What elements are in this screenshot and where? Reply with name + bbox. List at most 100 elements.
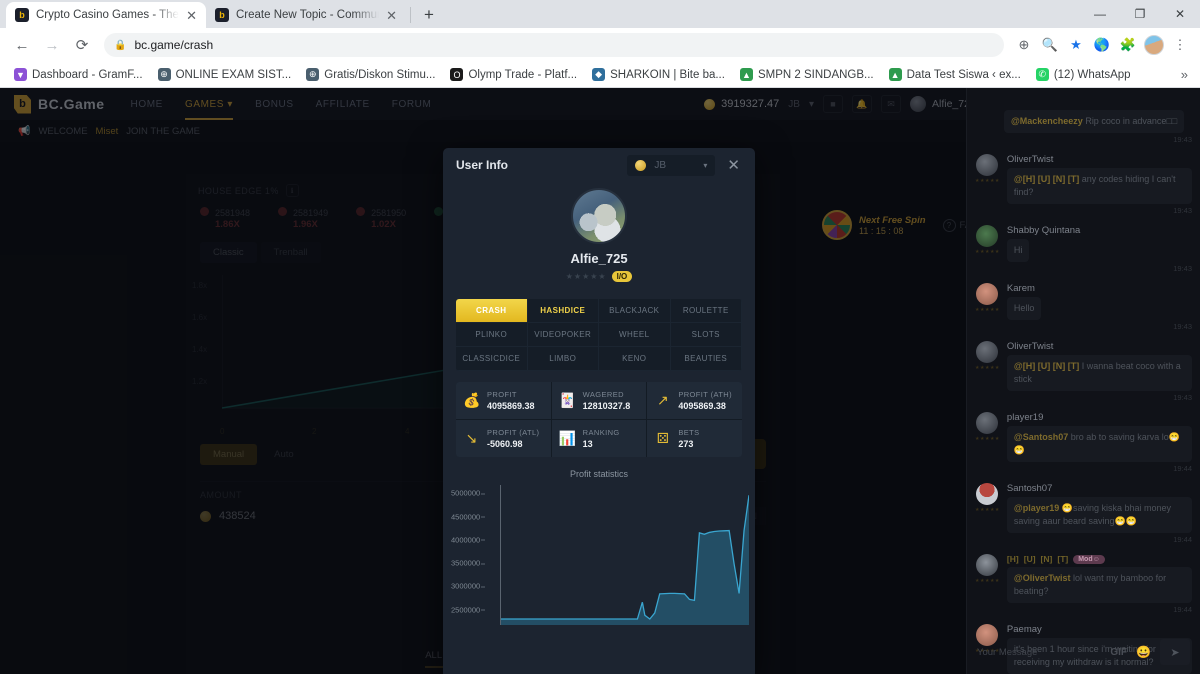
maximize-button[interactable]: ❐: [1134, 7, 1146, 21]
chat-mention[interactable]: @: [1013, 361, 1023, 371]
chat-message: ★★★★★ player19 @Santosh07 bro ab to saving…: [975, 412, 1192, 473]
game-tab-slots[interactable]: SLOTS: [670, 323, 742, 347]
chat-mention[interactable]: @OliverTwist: [1013, 573, 1071, 583]
stat-label: PROFIT (ATH): [678, 390, 733, 399]
avatar: [571, 188, 627, 244]
stat-card-profit: 💰 PROFIT 4095869.38: [456, 382, 551, 419]
bookmark-favicon-icon: ⊕: [157, 68, 171, 81]
profile-avatar-icon[interactable]: [1142, 33, 1166, 57]
close-icon[interactable]: ✕: [727, 156, 740, 174]
new-tab-button[interactable]: +: [424, 5, 434, 24]
chat-bubble: @Santosh07 bro ab to saving karva lo😁😁: [1006, 426, 1192, 462]
stat-card-ranking: 📊 RANKING 13: [551, 420, 647, 457]
chat-mention[interactable]: @Santosh07: [1013, 432, 1069, 442]
modal-header: User Info JB ▾ ✕: [443, 148, 755, 182]
game-tab-limbo[interactable]: LIMBO: [527, 347, 599, 371]
chat-username[interactable]: OliverTwist: [1006, 154, 1054, 165]
forward-icon[interactable]: →: [44, 36, 60, 54]
chat-username[interactable]: Santosh07: [1006, 483, 1053, 494]
bookmark-item[interactable]: ⊕ ONLINE EXAM SIST...: [152, 66, 298, 83]
close-icon[interactable]: ✕: [186, 7, 197, 23]
game-tab-wheel[interactable]: WHEEL: [599, 323, 671, 347]
bookmark-star-icon[interactable]: ★: [1070, 37, 1082, 52]
bookmark-item[interactable]: O Olymp Trade - Platf...: [444, 66, 583, 83]
currency-selector[interactable]: JB ▾: [627, 154, 716, 176]
back-icon[interactable]: ←: [14, 36, 30, 54]
lock-icon: 🔒: [114, 39, 127, 51]
stat-value: 13: [582, 439, 593, 449]
bookmark-label: Dashboard - GramF...: [32, 68, 143, 81]
stat-card-bets: ⚄ BETS 273: [647, 420, 742, 457]
game-tab-beauties[interactable]: BEAUTIES: [670, 347, 742, 371]
bookmark-favicon-icon: ◆: [592, 68, 606, 81]
chrome-menu-icon[interactable]: ⋮: [1173, 37, 1187, 52]
cards-icon: 🃏: [558, 392, 577, 408]
share-icon[interactable]: ⊕: [1018, 37, 1030, 52]
money-bag-icon: 💰: [463, 392, 481, 408]
rank-stars: ★★★★★: [975, 178, 1000, 184]
send-button[interactable]: ➤: [1160, 639, 1190, 665]
game-tab-roulette[interactable]: ROULETTE: [670, 299, 742, 323]
bookmark-item[interactable]: ▲ Data Test Siswa ‹ ex...: [883, 66, 1027, 83]
close-icon[interactable]: ✕: [386, 7, 397, 23]
chat-mention[interactable]: @Mackencheezy: [1011, 116, 1083, 126]
game-tab-videopoker[interactable]: VIDEOPOKER: [527, 323, 599, 347]
minimize-button[interactable]: —: [1094, 7, 1106, 21]
chat-username[interactable]: player19: [1006, 412, 1044, 423]
game-tab-crash[interactable]: CRASH: [456, 299, 528, 323]
emoji-icon[interactable]: 😀: [1136, 645, 1151, 659]
user-profile: Alfie_725 ★★★★★ I/O: [443, 182, 755, 286]
bookmark-favicon-icon: ▲: [888, 68, 902, 81]
browser-tab-1[interactable]: b Crypto Casino Games - The 8 Bes ✕: [6, 2, 206, 28]
close-window-button[interactable]: ✕: [1174, 7, 1186, 21]
level-badge: I/O: [611, 271, 633, 282]
chat-message: ★★★★★ OliverTwist @[H] [U] [N] [T] I wanna…: [975, 341, 1192, 402]
y-axis-tick: 3000000: [451, 581, 486, 591]
chat-mention[interactable]: @: [1013, 174, 1023, 184]
bookmark-item[interactable]: ▲ SMPN 2 SINDANGB...: [734, 66, 880, 83]
avatar: [976, 483, 999, 505]
bookmark-item[interactable]: ✆ (12) WhatsApp: [1030, 66, 1137, 83]
avatar: [976, 554, 999, 576]
chart-title: Profit statistics: [569, 469, 628, 479]
chat-username[interactable]: Karem: [1006, 283, 1035, 294]
reload-icon[interactable]: ⟳: [75, 37, 89, 54]
gif-button[interactable]: GIF: [1110, 646, 1128, 658]
modal-title: User Info: [456, 158, 509, 172]
bookmark-label: SHARKOIN | Bite ba...: [610, 68, 725, 81]
chat-username[interactable]: Paemay: [1006, 624, 1042, 635]
puzzle-extension-icon[interactable]: 🧩: [1119, 37, 1137, 52]
chat-timestamp: 19:43: [1173, 135, 1192, 144]
chat-sidebar: @Mackencheezy Rip coco in advance□□ 19:43…: [966, 88, 1200, 674]
avatar: [976, 225, 999, 247]
browser-tab-2[interactable]: b Create New Topic - Community c ✕: [206, 2, 406, 28]
chat-message-input[interactable]: Your Message: [977, 646, 1038, 658]
game-tab-hashdice[interactable]: HASHDICE: [527, 299, 599, 323]
address-bar[interactable]: 🔒 bc.game/crash: [104, 33, 1004, 57]
y-axis-tick: 5000000: [451, 488, 486, 498]
bookmark-item[interactable]: ⊕ Gratis/Diskon Stimu...: [300, 66, 441, 83]
game-tab-blackjack[interactable]: BLACKJACK: [599, 299, 671, 323]
bookmarks-bar: ▼ Dashboard - GramF... ⊕ ONLINE EXAM SIST..…: [0, 62, 1200, 88]
chat-bubble: @[H] [U] [N] [T] any codes hiding I can'…: [1006, 168, 1192, 204]
game-tab-classicdice[interactable]: CLASSICDICE: [456, 347, 528, 371]
bookmark-item[interactable]: ▼ Dashboard - GramF...: [8, 66, 149, 83]
game-tab-plinko[interactable]: PLINKO: [456, 323, 528, 347]
game-tab-keno[interactable]: KENO: [599, 347, 671, 371]
y-axis-tick: 4000000: [451, 535, 486, 545]
chat-username[interactable]: OliverTwist: [1006, 341, 1054, 352]
globe-extension-icon[interactable]: 🌎: [1093, 37, 1111, 52]
chat-message: ★★★★★ OliverTwist @[H] [U] [N] [T] any cod…: [975, 154, 1192, 215]
chat-timestamp: 19:43: [1173, 206, 1192, 215]
chat-username[interactable]: Shabby Quintana: [1006, 225, 1081, 236]
trend-down-icon: ↘: [465, 430, 478, 446]
zoom-out-icon[interactable]: 🔍: [1041, 37, 1059, 52]
bookmark-item[interactable]: ◆ SHARKOIN | Bite ba...: [586, 66, 731, 83]
chat-bubble: @player19 😁saving kiska bhai money savin…: [1006, 497, 1192, 533]
chat-mention[interactable]: @player19: [1013, 503, 1060, 513]
chat-messages[interactable]: @Mackencheezy Rip coco in advance□□ 19:43…: [967, 110, 1200, 674]
rank-stars: ★★★★★: [975, 648, 1000, 654]
bookmarks-overflow-icon[interactable]: »: [1180, 67, 1188, 82]
bcgame-page: b BC.Game HOMEGAMES ▾BONUSAFFILIATEFORUM…: [0, 88, 1200, 674]
chat-timestamp: 19:43: [1173, 264, 1192, 273]
